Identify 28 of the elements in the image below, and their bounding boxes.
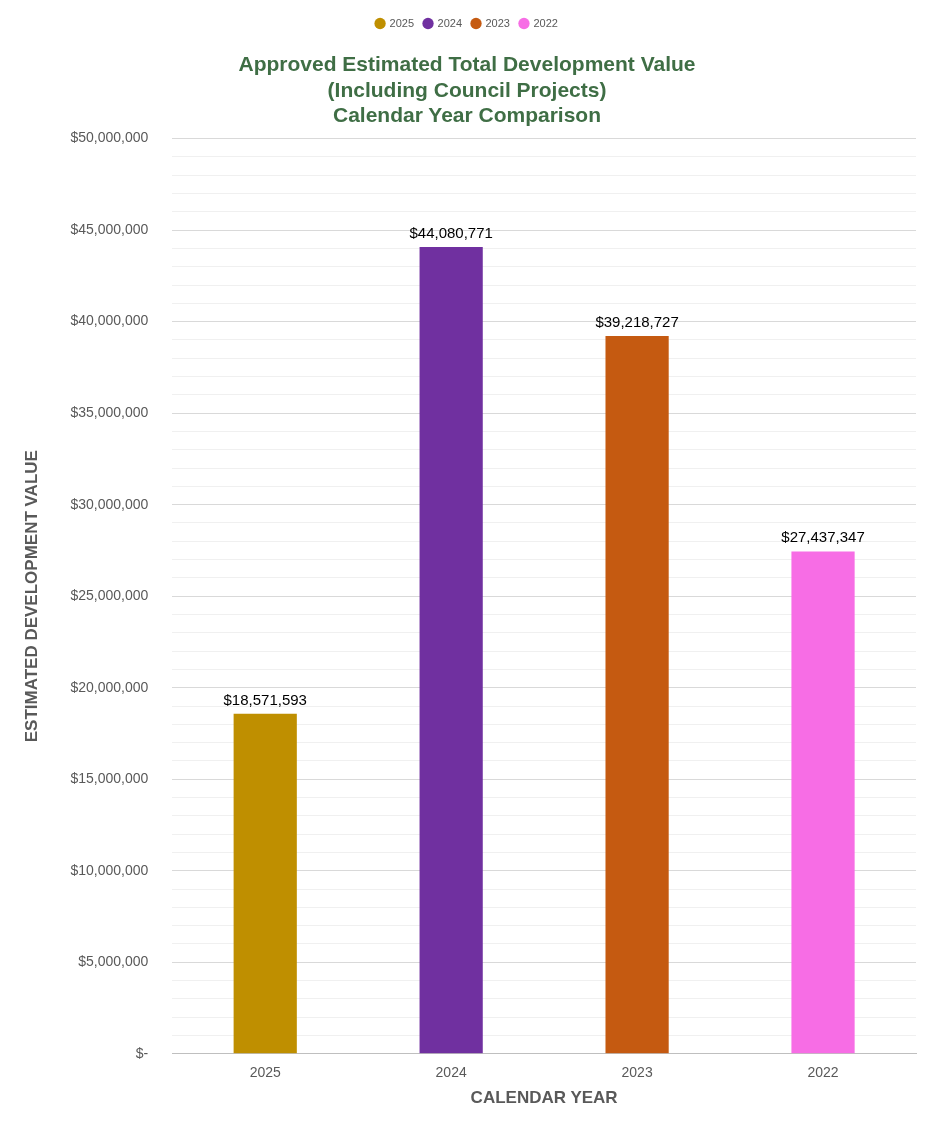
data-label: $39,218,727 — [595, 312, 679, 330]
data-label: $18,571,593 — [223, 690, 307, 708]
y-tick-label: $10,000,000 — [70, 861, 149, 878]
x-tick-label: 2025 — [249, 1064, 281, 1081]
x-axis-title: CALENDAR YEAR — [470, 1088, 618, 1108]
y-tick-label: $- — [135, 1044, 149, 1061]
legend-label: 2024 — [437, 16, 463, 29]
data-label: $44,080,771 — [409, 223, 493, 241]
x-tick-label: 2023 — [621, 1064, 653, 1081]
x-tick-label: 2024 — [435, 1064, 467, 1081]
data-label: $27,437,347 — [781, 528, 865, 546]
y-tick-label: $15,000,000 — [70, 770, 149, 787]
y-tick-label: $5,000,000 — [78, 953, 149, 970]
legend-label: 2025 — [389, 16, 415, 29]
y-tick-label: $30,000,000 — [70, 495, 149, 512]
y-tick-label: $50,000,000 — [70, 129, 149, 146]
y-axis-title: ESTIMATED DEVELOPMENT VALUE — [21, 450, 41, 743]
text: Calendar Year Comparison — [332, 102, 602, 126]
y-tick-label: $45,000,000 — [70, 220, 149, 237]
y-tick-label: $20,000,000 — [70, 678, 149, 695]
legend-label: 2022 — [533, 16, 558, 29]
text: (Including Council Projects) — [327, 77, 607, 101]
legend-label: 2023 — [485, 16, 510, 29]
x-tick-label: 2022 — [807, 1064, 839, 1081]
text: Approved Estimated Total Development Value — [238, 52, 696, 76]
y-tick-label: $35,000,000 — [70, 404, 149, 421]
y-tick-label: $25,000,000 — [70, 587, 149, 604]
y-tick-label: $40,000,000 — [70, 312, 149, 329]
